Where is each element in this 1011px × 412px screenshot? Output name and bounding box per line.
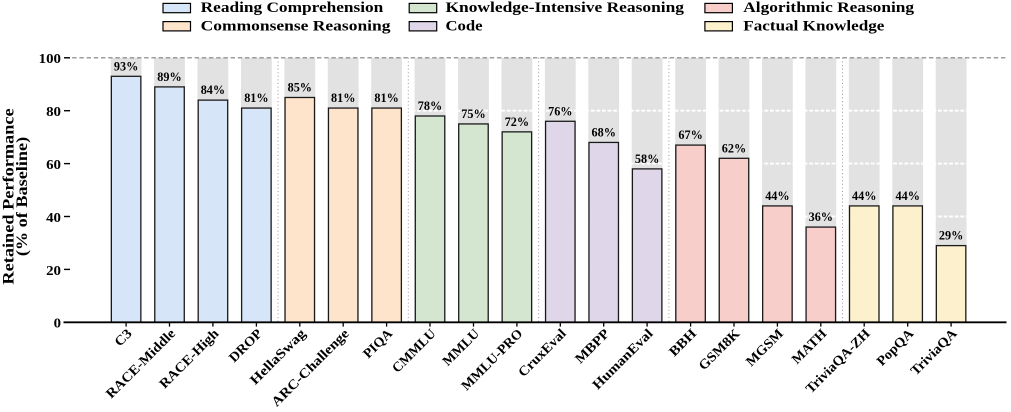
svg-text:(% of Baseline): (% of Baseline)	[14, 137, 31, 256]
svg-text:Retained Performance: Retained Performance	[1, 108, 18, 284]
svg-text:36%: 36%	[809, 209, 833, 224]
svg-text:81%: 81%	[244, 90, 268, 105]
svg-text:75%: 75%	[461, 106, 485, 121]
svg-text:Knowledge-Intensive Reasoning: Knowledge-Intensive Reasoning	[446, 0, 685, 16]
svg-text:40: 40	[46, 210, 61, 225]
svg-text:93%: 93%	[114, 58, 138, 73]
svg-text:72%: 72%	[505, 114, 529, 129]
svg-text:80: 80	[46, 104, 61, 119]
svg-text:29%: 29%	[939, 228, 963, 243]
svg-text:78%: 78%	[418, 98, 442, 113]
svg-text:100: 100	[39, 51, 62, 66]
svg-text:44%: 44%	[852, 188, 876, 203]
svg-text:58%: 58%	[635, 151, 659, 166]
svg-text:Reading Comprehension: Reading Comprehension	[201, 0, 384, 16]
svg-text:Code: Code	[446, 18, 484, 34]
svg-text:89%: 89%	[157, 69, 181, 84]
svg-text:76%: 76%	[548, 103, 572, 118]
svg-text:0: 0	[54, 316, 62, 331]
svg-text:85%: 85%	[288, 80, 312, 95]
svg-text:Algorithmic Reasoning: Algorithmic Reasoning	[743, 0, 914, 16]
svg-text:68%: 68%	[592, 124, 616, 139]
svg-text:20: 20	[46, 263, 61, 278]
svg-text:62%: 62%	[722, 140, 746, 155]
svg-text:84%: 84%	[201, 82, 225, 97]
svg-text:60: 60	[46, 157, 61, 172]
svg-text:Commonsense Reasoning: Commonsense Reasoning	[201, 18, 391, 34]
svg-text:Factual Knowledge: Factual Knowledge	[743, 18, 885, 34]
svg-text:81%: 81%	[331, 90, 355, 105]
svg-text:81%: 81%	[374, 90, 398, 105]
svg-text:44%: 44%	[765, 188, 789, 203]
svg-text:44%: 44%	[896, 188, 920, 203]
svg-text:67%: 67%	[678, 127, 702, 142]
